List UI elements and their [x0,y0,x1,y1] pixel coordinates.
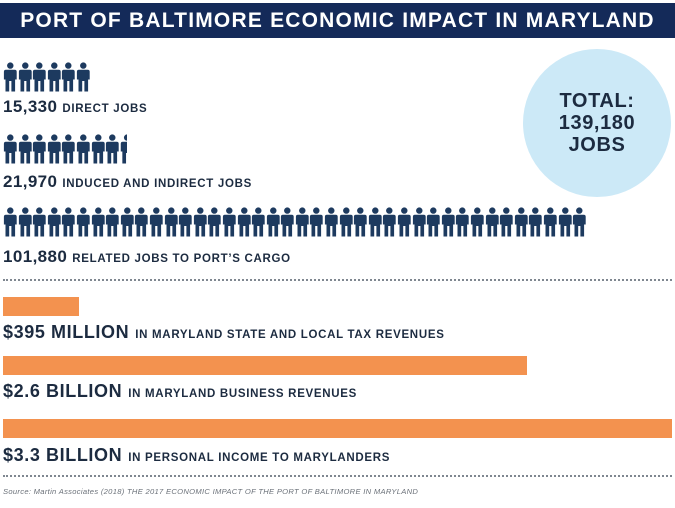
person-icon [62,207,76,237]
induced-jobs-label: INDUCED AND INDIRECT JOBS [62,178,252,190]
person-icon [91,134,105,164]
person-icon [91,207,105,237]
person-icon [47,134,61,164]
person-icon [106,134,119,164]
person-icon [514,207,528,237]
person-icon [543,207,557,237]
section-divider [3,279,672,281]
person-icon [18,134,32,164]
person-icon [62,134,76,164]
person-icon [179,207,192,237]
direct-jobs-label: DIRECT JOBS [62,103,148,115]
person-icon [33,134,46,164]
person-icon [76,207,90,237]
person-icon [208,207,222,237]
person-icon [339,207,353,237]
person-icon [164,207,178,237]
business-revenue-stat: $2.6 BILLION IN MARYLAND BUSINESS REVENUE… [3,381,357,402]
person-icon [62,62,76,92]
business-revenue-amount: $2.6 BILLION [3,381,123,401]
person-icon [76,62,90,92]
tax-revenue-stat: $395 MILLION IN MARYLAND STATE AND LOCAL … [3,322,445,343]
person-icon [76,134,90,164]
person-icon [573,207,586,237]
person-icon [222,207,236,237]
tax-revenue-bar [3,297,79,316]
person-icon [383,207,397,237]
person-icon [281,207,294,237]
person-icon [251,207,265,237]
total-jobs-circle: TOTAL: 139,180 JOBS [523,49,671,197]
direct-jobs-number: 15,330 [3,97,58,116]
person-icon [120,207,134,237]
total-label: TOTAL: [559,90,635,112]
person-icon [47,207,61,237]
personal-income-label: IN PERSONAL INCOME TO MARYLANDERS [128,452,391,464]
person-icon [368,207,382,237]
source-note: Source: Martin Associates (2018) THE 201… [3,487,419,496]
person-icon [427,207,440,237]
person-icon [310,207,324,237]
total-number: 139,180 [558,112,636,134]
direct-jobs-icons [3,62,91,92]
person-icon [106,207,119,237]
person-icon [47,62,61,92]
total-unit: JOBS [568,134,626,156]
person-icon [3,134,17,164]
person-icon [397,207,411,237]
person-icon [266,207,280,237]
person-icon [193,207,207,237]
related-jobs-label: RELATED JOBS TO PORT’S CARGO [72,253,291,265]
person-icon [470,207,484,237]
personal-income-bar [3,419,672,438]
person-icon [149,207,163,237]
person-icon [135,207,149,237]
person-icon [3,62,17,92]
related-jobs-stat: 101,880 RELATED JOBS TO PORT’S CARGO [3,247,291,267]
business-revenue-label: IN MARYLAND BUSINESS REVENUES [128,388,358,400]
person-icon [33,207,46,237]
footer-divider [3,475,672,477]
person-icon [120,134,128,164]
person-icon [324,207,338,237]
person-icon [485,207,499,237]
tax-revenue-amount: $395 MILLION [3,322,130,342]
person-icon [412,207,426,237]
personal-income-stat: $3.3 BILLION IN PERSONAL INCOME TO MARYLA… [3,445,390,466]
person-icon [237,207,251,237]
person-icon [3,207,17,237]
person-icon [18,62,32,92]
person-icon [18,207,32,237]
related-jobs-number: 101,880 [3,247,68,266]
induced-jobs-stat: 21,970 INDUCED AND INDIRECT JOBS [3,172,252,192]
person-icon [500,207,513,237]
person-icon [558,207,572,237]
person-icon [33,62,46,92]
person-icon [529,207,543,237]
person-icon [295,207,309,237]
person-icon [441,207,455,237]
business-revenue-bar [3,356,527,375]
related-jobs-icons [3,207,587,237]
person-icon [354,207,367,237]
tax-revenue-label: IN MARYLAND STATE AND LOCAL TAX REVENUES [135,329,445,341]
induced-jobs-number: 21,970 [3,172,58,191]
person-icon [456,207,470,237]
personal-income-amount: $3.3 BILLION [3,445,123,465]
induced-jobs-icons [3,134,128,164]
page-title: PORT OF BALTIMORE ECONOMIC IMPACT IN MAR… [0,3,675,38]
direct-jobs-stat: 15,330 DIRECT JOBS [3,97,147,117]
